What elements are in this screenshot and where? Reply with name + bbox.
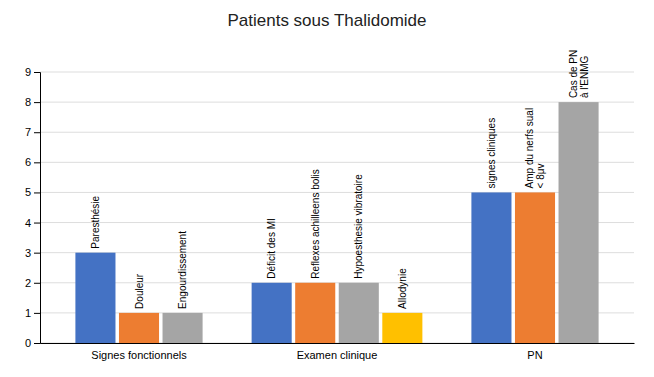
bars bbox=[75, 102, 598, 343]
y-tick-label: 3 bbox=[25, 247, 31, 259]
bar-label: Douleur bbox=[134, 273, 145, 309]
y-tick: 6 bbox=[25, 156, 40, 168]
y-tick-label: 9 bbox=[25, 66, 31, 78]
bar bbox=[515, 192, 555, 343]
grid-line bbox=[40, 132, 634, 133]
bar-labels: Paresthésie Douleur Engourdissement Déficit… bbox=[90, 50, 590, 309]
y-tick-label: 0 bbox=[25, 337, 31, 349]
bar-label: Déficit des MI bbox=[266, 218, 277, 279]
y-tick-label: 2 bbox=[25, 277, 31, 289]
bar bbox=[382, 313, 422, 343]
y-tick-mark bbox=[34, 343, 40, 344]
y-tick-mark bbox=[34, 283, 40, 284]
chart: Patients sous Thalidomide 0 1 2 3 4 5 6 7 8 9 Signe… bbox=[0, 0, 654, 377]
bar-label-line: < 8μv bbox=[535, 163, 546, 188]
grid bbox=[40, 72, 634, 343]
bar-label: Allodynie bbox=[397, 268, 408, 309]
y-tick-label: 7 bbox=[25, 126, 31, 138]
y-tick: 5 bbox=[25, 186, 40, 198]
plot: 0 1 2 3 4 5 6 7 8 9 Signes fonctionnels Examen clin… bbox=[25, 50, 635, 361]
bar bbox=[339, 283, 379, 343]
bar-label-line: à l'ENMG bbox=[579, 55, 590, 98]
x-tick: Examen clinique bbox=[297, 343, 378, 361]
y-tick-mark bbox=[34, 132, 40, 133]
bar-label-line: Cas de PN bbox=[568, 50, 579, 98]
x-tick: Signes fonctionnels bbox=[91, 343, 187, 361]
grid-line bbox=[40, 162, 634, 163]
bar bbox=[163, 313, 203, 343]
bar-label: Paresthésie bbox=[90, 195, 101, 248]
title: Patients sous Thalidomide bbox=[227, 11, 426, 30]
y-tick: 8 bbox=[25, 96, 40, 108]
x-tick-label: Signes fonctionnels bbox=[91, 349, 187, 361]
x-tick-label: PN bbox=[527, 349, 542, 361]
bar-label-line: Reflexes achilleens bolis bbox=[310, 169, 321, 279]
y-tick-label: 6 bbox=[25, 156, 31, 168]
y-tick-label: 5 bbox=[25, 186, 31, 198]
bar-label: signes cliniques bbox=[486, 118, 497, 189]
bar-label-line: Douleur bbox=[134, 273, 145, 309]
bar-label: Cas de PNà l'ENMG bbox=[568, 50, 590, 98]
y-tick: 0 bbox=[25, 337, 40, 349]
y-tick: 2 bbox=[25, 277, 40, 289]
x-axis: Signes fonctionnels Examen clinique PN bbox=[41, 343, 635, 361]
y-tick: 3 bbox=[25, 247, 40, 259]
x-tick: PN bbox=[527, 343, 542, 361]
y-tick-mark bbox=[34, 72, 40, 73]
bar bbox=[559, 102, 599, 343]
bar bbox=[119, 313, 159, 343]
y-tick-mark bbox=[34, 253, 40, 254]
bar bbox=[252, 283, 292, 343]
y-tick-label: 1 bbox=[25, 307, 31, 319]
bar bbox=[471, 192, 511, 343]
bar bbox=[295, 283, 335, 343]
y-tick-mark bbox=[34, 162, 40, 163]
bar-label-line: Engourdissement bbox=[177, 231, 188, 309]
x-tick-label: Examen clinique bbox=[297, 349, 378, 361]
bar-label-line: signes cliniques bbox=[486, 118, 497, 189]
bar-label: Hypoesthesie vibratoire bbox=[353, 174, 364, 279]
bar-label-line: Paresthésie bbox=[90, 195, 101, 248]
y-tick: 7 bbox=[25, 126, 40, 138]
bar-label-line: Hypoesthesie vibratoire bbox=[353, 174, 364, 279]
y-tick-mark bbox=[34, 223, 40, 224]
y-axis: 0 1 2 3 4 5 6 7 8 9 bbox=[25, 66, 41, 349]
y-tick: 1 bbox=[25, 307, 40, 319]
grid-line bbox=[40, 102, 634, 103]
y-tick: 9 bbox=[25, 66, 40, 78]
x-axis-line bbox=[41, 343, 635, 344]
bar-label: Reflexes achilleens bolis bbox=[310, 169, 321, 279]
y-tick-mark bbox=[34, 313, 40, 314]
bar bbox=[75, 253, 115, 343]
y-axis-line bbox=[34, 73, 41, 344]
y-tick: 4 bbox=[25, 217, 40, 229]
y-tick-mark bbox=[34, 192, 40, 193]
y-tick-mark bbox=[34, 102, 40, 103]
bar-label-line: Déficit des MI bbox=[266, 218, 277, 279]
bar-label-line: Allodynie bbox=[397, 268, 408, 309]
grid-line bbox=[40, 72, 634, 73]
bar-label-line: Amp du nerfs sual bbox=[524, 108, 535, 189]
bar-label: Amp du nerfs sual< 8μv bbox=[524, 108, 546, 189]
bar-label: Engourdissement bbox=[177, 231, 188, 309]
y-tick-label: 8 bbox=[25, 96, 31, 108]
y-tick-label: 4 bbox=[25, 217, 31, 229]
